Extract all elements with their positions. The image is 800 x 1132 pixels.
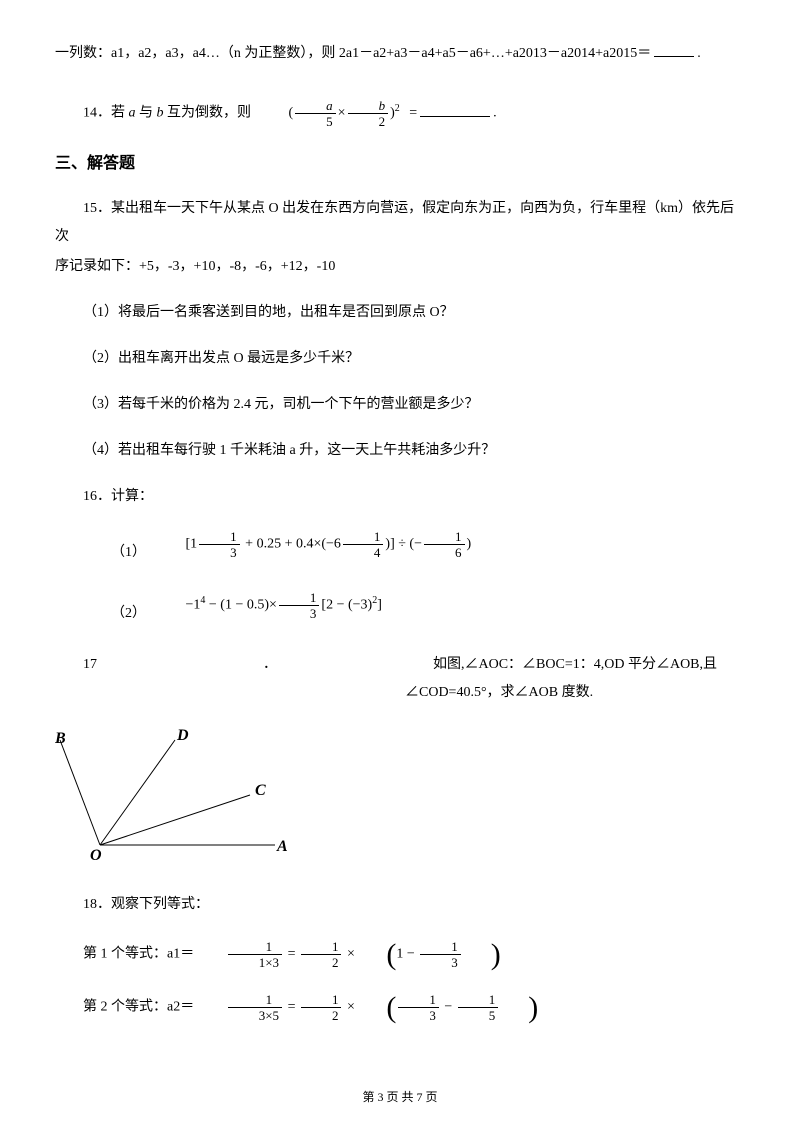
q16-head: 16．计算： <box>55 483 745 511</box>
svg-text:A: A <box>276 838 288 855</box>
q17-text: 如图,∠AOC：∠BOC=1：4,OD 平分∠AOB,且∠COD=40.5°，求… <box>405 651 745 707</box>
q15-sub4: （4）若出租车每行驶 1 千米耗油 a 升，这一天上午共耗油多少升？ <box>55 437 745 465</box>
q16-expr1: （1） [113 + 0.25 + 0.4×(−614)] ÷ (−16) <box>55 529 745 560</box>
q14: 14．若 a 与 b 互为倒数，则 (a5×b2)2 =. <box>55 98 745 129</box>
diagram-svg: B D C A O <box>55 725 295 865</box>
svg-text:C: C <box>255 782 266 799</box>
angle-diagram: B D C A O <box>55 725 745 873</box>
q14-mid2: 互为倒数，则 <box>167 106 251 121</box>
q16-expr1-body: [113 + 0.25 + 0.4×(−614)] ÷ (−16) <box>158 529 472 560</box>
q15-head: 15．某出租车一天下午从某点 O 出发在东西方向营运，假定向东为正，向西为负，行… <box>55 195 745 251</box>
q18-eq2-body: 13×5 = 12 × (13 − 15) <box>198 992 539 1023</box>
q17-dot: ． <box>235 651 405 707</box>
q15-sub1: （1）将最后一名乘客送到目的地，出租车是否回到原点 O？ <box>55 299 745 327</box>
var-b: b <box>157 106 164 121</box>
q18-head: 18．观察下列等式： <box>55 891 745 919</box>
var-a: a <box>129 106 136 121</box>
q18-eq1-body: 11×3 = 12 × (1 − 13) <box>198 939 501 970</box>
q15-sub3: （3）若每千米的价格为 2.4 元，司机一个下午的营业额是多少？ <box>55 391 745 419</box>
q15-sub2: （2）出租车离开出发点 O 最远是多少千米？ <box>55 345 745 373</box>
q15-head-text: 15．某出租车一天下午从某点 O 出发在东西方向营运，假定向东为正，向西为负，行… <box>55 201 734 244</box>
q18-eq1-label: 第 1 个等式：a1＝ <box>83 947 194 962</box>
q14-num: 14．若 <box>83 106 125 121</box>
q15-line2: 序记录如下：+5，-3，+10，-8，-6，+12，-10 <box>55 253 745 281</box>
q16-sub1-label: （1） <box>83 546 146 560</box>
q14-mid1: 与 <box>139 106 153 121</box>
svg-text:B: B <box>55 730 66 747</box>
blank-1 <box>654 43 694 57</box>
q17: 17 ． 如图,∠AOC：∠BOC=1：4,OD 平分∠AOB,且∠COD=40… <box>55 651 745 707</box>
svg-text:O: O <box>90 847 102 864</box>
q18-eq2: 第 2 个等式：a2＝ 13×5 = 12 × (13 − 15) <box>55 992 745 1023</box>
section-3-heading: 三、解答题 <box>55 151 745 177</box>
sequence-paragraph: 一列数：a1，a2，a3，a4…（n 为正整数），则 2a1－a2+a3－a4+… <box>55 40 745 68</box>
blank-2 <box>420 103 490 117</box>
page-footer: 第 3 页 共 7 页 <box>0 1088 800 1107</box>
q16-expr2-body: −14 − (1 − 0.5)×13[2 − (−3)2] <box>158 590 382 621</box>
q14-formula: (a5×b2)2 <box>261 98 400 129</box>
q17-num: 17 <box>55 651 235 707</box>
svg-text:D: D <box>176 727 189 744</box>
sequence-text: 一列数：a1，a2，a3，a4…（n 为正整数），则 2a1－a2+a3－a4+… <box>55 46 651 61</box>
q14-dot: . <box>493 106 497 121</box>
q18-eq2-label: 第 2 个等式：a2＝ <box>83 1000 194 1015</box>
q14-tail: = <box>409 106 417 121</box>
q16-expr2: （2） −14 − (1 − 0.5)×13[2 − (−3)2] <box>55 590 745 621</box>
q18-eq1: 第 1 个等式：a1＝ 11×3 = 12 × (1 − 13) <box>55 939 745 970</box>
period: . <box>697 46 701 61</box>
q16-sub2-label: （2） <box>83 607 146 621</box>
